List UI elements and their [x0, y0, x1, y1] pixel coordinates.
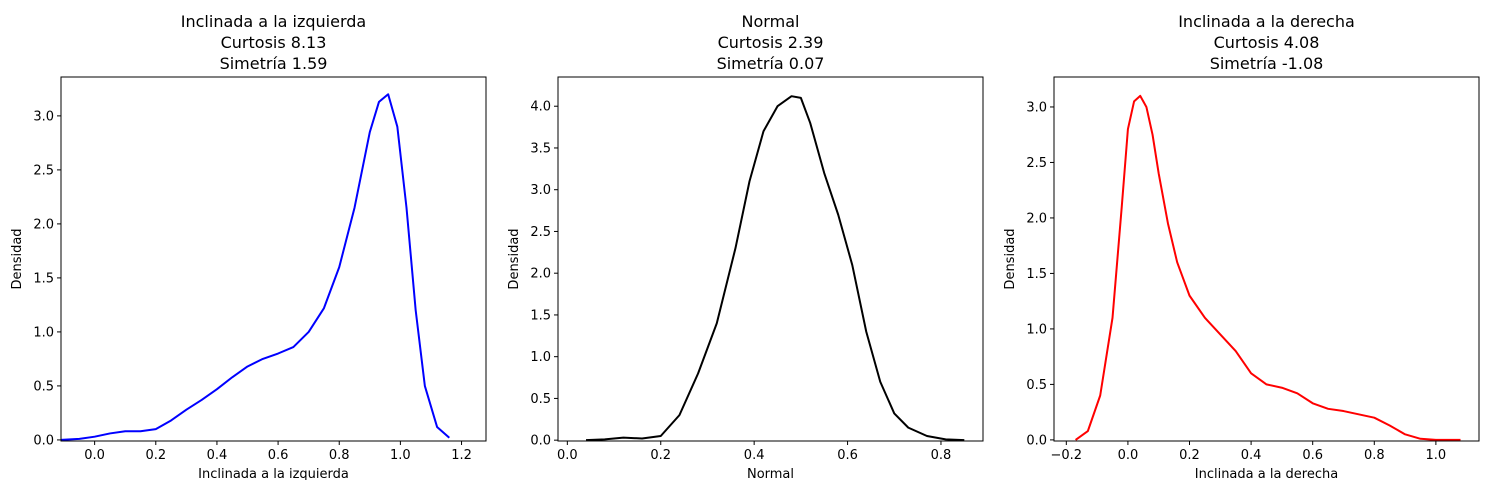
x-tick-label: 0.2: [145, 448, 166, 463]
x-axis-label: Inclinada a la izquierda: [198, 467, 349, 480]
x-tick-label: 0.8: [329, 448, 350, 463]
plot-frame: [1053, 76, 1480, 442]
chart-title-line: Simetría 1.59: [220, 54, 328, 73]
chart-title-line: Simetría 0.07: [717, 54, 825, 73]
y-tick-label: 3.5: [530, 141, 551, 156]
x-tick-label: 0.0: [557, 448, 578, 463]
plot-frame: [60, 76, 487, 442]
x-axis-label: Normal: [747, 467, 794, 480]
chart-title-line: Inclinada a la derecha: [1178, 12, 1355, 31]
chart-title-line: Curtosis 2.39: [718, 33, 824, 52]
y-tick-label: 1.0: [33, 325, 54, 340]
chart-title-line: Normal: [742, 12, 800, 31]
x-tick-label: 0.4: [207, 448, 228, 463]
y-axis-label: Densidad: [507, 228, 522, 289]
chart-title-line: Curtosis 8.13: [221, 33, 327, 52]
chart-title-line: Simetría -1.08: [1210, 54, 1324, 73]
y-tick-label: 2.5: [530, 225, 551, 240]
x-tick-label: 1.0: [1426, 448, 1447, 463]
y-tick-label: 0.0: [33, 433, 54, 448]
y-tick-label: 3.0: [530, 183, 551, 198]
x-tick-label: 0.2: [1179, 448, 1200, 463]
x-tick-label: 0.6: [1302, 448, 1323, 463]
density-line: [1074, 94, 1461, 441]
x-tick-label: 1.0: [390, 448, 411, 463]
chart-title-line: Inclinada a la izquierda: [181, 12, 366, 31]
y-tick-label: 0.5: [33, 379, 54, 394]
y-tick-label: 1.5: [1026, 267, 1047, 282]
y-tick-label: 2.5: [1026, 156, 1047, 171]
y-axis-label: Densidad: [10, 228, 25, 289]
y-tick-label: 2.0: [1026, 211, 1047, 226]
chart-title-line: Curtosis 4.08: [1214, 33, 1320, 52]
x-axis-label: Inclinada a la derecha: [1195, 467, 1338, 480]
x-tick-label: 0.4: [1241, 448, 1262, 463]
x-tick-label: 0.2: [650, 448, 671, 463]
x-tick-label: 1.2: [451, 448, 472, 463]
y-tick-label: 1.5: [33, 271, 54, 286]
density-line: [585, 95, 965, 441]
y-tick-label: 2.0: [530, 267, 551, 282]
plot-frame: [557, 76, 984, 442]
x-tick-label: 0.0: [1118, 448, 1139, 463]
y-tick-label: 2.0: [33, 217, 54, 232]
density-line: [61, 93, 450, 441]
y-tick-label: 0.0: [530, 434, 551, 449]
subplot-left-skewed: Inclinada a la izquierda Curtosis 8.13 Sim…: [10, 12, 487, 480]
x-tick-label: 0.4: [744, 448, 765, 463]
subplot-right-skewed: Inclinada a la derecha Curtosis 4.08 Simet…: [1003, 12, 1480, 480]
x-tick-label: 0.6: [268, 448, 289, 463]
subplot-normal: Normal Curtosis 2.39 Simetría 0.07 0.0 0.2 0.…: [507, 12, 984, 480]
x-tick-label: 0.8: [931, 448, 952, 463]
y-tick-label: 4.0: [530, 100, 551, 115]
y-tick-label: 2.5: [33, 163, 54, 178]
y-tick-label: 1.0: [530, 350, 551, 365]
y-axis-label: Densidad: [1003, 228, 1018, 289]
x-tick-label: 0.8: [1364, 448, 1385, 463]
y-tick-label: 3.0: [1026, 100, 1047, 115]
y-tick-label: 0.5: [1026, 378, 1047, 393]
y-tick-label: 0.5: [530, 392, 551, 407]
y-tick-label: 3.0: [33, 109, 54, 124]
y-tick-label: 1.5: [530, 308, 551, 323]
y-tick-label: 0.0: [1026, 433, 1047, 448]
y-tick-label: 1.0: [1026, 322, 1047, 337]
x-tick-label: −0.2: [1051, 448, 1083, 463]
x-tick-label: 0.6: [837, 448, 858, 463]
x-tick-label: 0.0: [84, 448, 105, 463]
